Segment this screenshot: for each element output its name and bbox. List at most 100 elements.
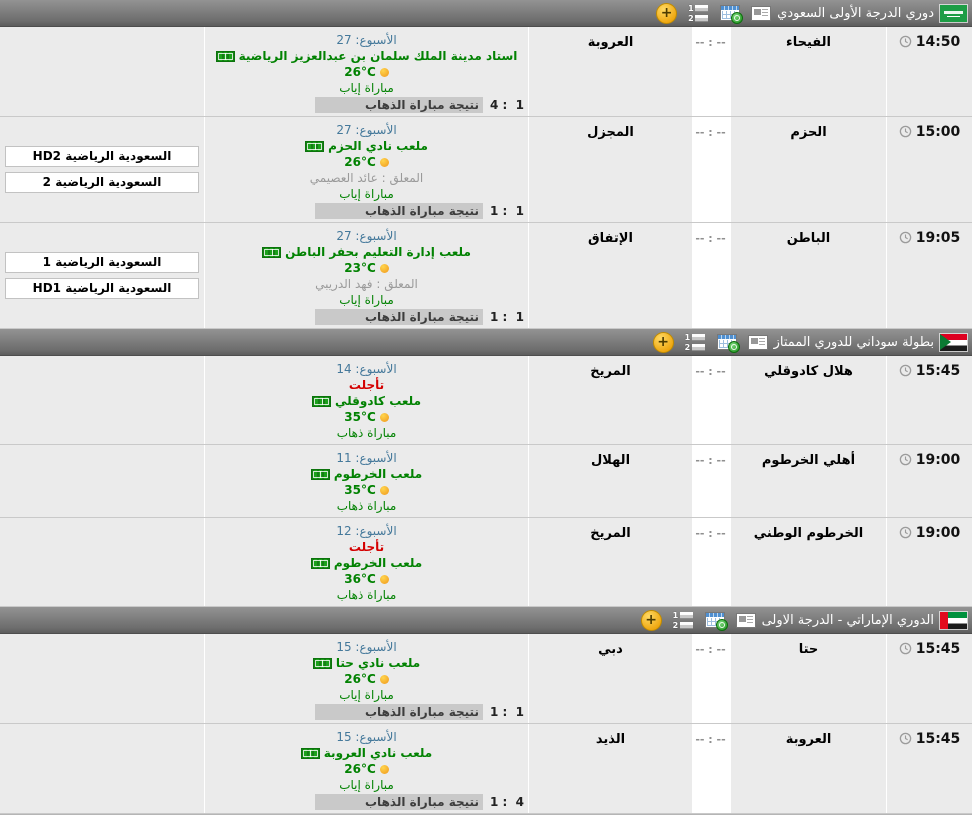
week-label: الأسبوع: 15 [336, 730, 397, 744]
away-team: الهلال [528, 445, 692, 517]
first-leg-result-label: نتيجة مباراة الذهاب [314, 97, 483, 113]
stadium-name: ملعب كادوقلي [335, 394, 421, 408]
first-leg-result-label: نتيجة مباراة الذهاب [314, 704, 483, 720]
away-team: الذيد [528, 724, 692, 813]
clock-icon [899, 125, 912, 142]
kickoff-time-cell: 14:50 [886, 27, 972, 116]
list-number: 1 [688, 3, 694, 13]
temperature-value: 26°C [344, 155, 376, 169]
commentator: المعلق : فهد الدريبي [315, 277, 418, 291]
live-score: -- : -- [692, 724, 730, 813]
first-leg-result-line: نتيجة مباراة الذهاب 1 : 1 [205, 202, 528, 219]
stadium-line: ملعب نادي العروبة [205, 745, 528, 761]
kickoff-time: 15:45 [915, 363, 961, 379]
add-button[interactable]: + [652, 331, 674, 353]
tv-channels-cell [0, 634, 204, 723]
list-row: 1 [673, 611, 694, 619]
week-label: الأسبوع: 27 [336, 33, 397, 47]
list-row: 2 [685, 343, 706, 351]
tv-channels-cell: السعودية الرياضية 1 السعودية الرياضية HD1 [0, 223, 204, 328]
calendar-clock-icon[interactable] [716, 334, 740, 353]
header-toolbar: +1 2 [650, 331, 768, 353]
league-title: بطولة سوداني للدوري الممتاز [773, 334, 934, 350]
list-bar [695, 5, 709, 11]
stadium-line: ملعب إدارة التعليم بحفر الباطن [205, 244, 528, 260]
live-score: -- : -- [692, 634, 730, 723]
league-title: الدوري الإماراتي - الدرجة الاولى [761, 612, 934, 628]
add-button[interactable]: + [640, 609, 662, 631]
stadium-line: ملعب نادي حتا [205, 655, 528, 671]
list-bar [679, 612, 693, 618]
first-leg-result-label: نتيجة مباراة الذهاب [314, 309, 483, 325]
temperature-line: 26°C [205, 671, 528, 687]
clock-icon [899, 35, 912, 52]
live-score: -- : -- [692, 356, 730, 444]
first-leg-result-line: نتيجة مباراة الذهاب 1 : 1 [205, 308, 528, 325]
temperature-value: 26°C [344, 65, 376, 79]
week-label: الأسبوع: 27 [336, 123, 397, 137]
match-details: الأسبوع: 27 استاد مدينة الملك سلمان بن عب… [204, 27, 528, 116]
week-label: الأسبوع: 14 [336, 362, 397, 376]
live-score: -- : -- [692, 27, 730, 116]
sun-icon [379, 263, 389, 273]
list-bar [679, 622, 693, 628]
stadium-name: ملعب نادي العروبة [323, 746, 433, 760]
news-table-icon[interactable] [747, 334, 768, 350]
temperature-value: 36°C [344, 572, 376, 586]
tv-channels-cell [0, 445, 204, 517]
match-details: الأسبوع: 11 ملعب الخرطوم 35°C مباراة ذهاب [204, 445, 528, 517]
league-header: دوري الدرجة الأولى السعودي +1 2 [0, 0, 972, 27]
live-score: -- : -- [692, 223, 730, 328]
first-leg-result-score: 1 : 4 [489, 795, 524, 809]
news-table-icon[interactable] [751, 5, 772, 21]
calendar-clock-icon[interactable] [720, 5, 744, 24]
week-label: الأسبوع: 15 [336, 640, 397, 654]
away-team: المجزل [528, 117, 692, 222]
match-details: الأسبوع: 12 تأجلت ملعب الخرطوم 36°C مباراة ذ… [204, 518, 528, 606]
match-details: الأسبوع: 27 ملعب نادي الحزم 26°C المعلق : ع… [204, 117, 528, 222]
first-leg-result-line: نتيجة مباراة الذهاب 4 : 1 [205, 96, 528, 113]
home-team: الفيحاء [730, 27, 886, 116]
match-row: 19:05 الباطن -- : -- الإتفاق الأسبوع: 27 ملعب… [0, 223, 972, 329]
tv-channel: السعودية الرياضية 1 [5, 252, 199, 273]
list-number: 2 [672, 620, 679, 630]
clock-icon [899, 364, 912, 381]
clock-badge-icon [715, 619, 728, 631]
list-number: 2 [688, 13, 694, 23]
away-team: المريخ [528, 356, 692, 444]
match-leg-type: مباراة إياب [339, 778, 394, 792]
stadium-line: ملعب كادوقلي [205, 393, 528, 409]
temperature-line: 26°C [205, 761, 528, 777]
live-score: -- : -- [692, 445, 730, 517]
football-pitch-icon [262, 246, 282, 258]
first-leg-result-score: 1 : 1 [489, 705, 524, 719]
sun-icon [379, 485, 389, 495]
postponed-badge: تأجلت [348, 378, 385, 392]
tv-channels-cell [0, 27, 204, 116]
list-row: 1 [688, 3, 709, 13]
home-team: الباطن [730, 223, 886, 328]
kickoff-time-cell: 15:45 [886, 356, 972, 444]
week-label: الأسبوع: 12 [336, 524, 397, 538]
news-table-icon[interactable] [735, 612, 756, 628]
stadium-name: ملعب الخرطوم [333, 556, 423, 570]
temperature-value: 23°C [344, 261, 376, 275]
first-leg-result-label: نتيجة مباراة الذهاب [314, 794, 483, 810]
match-row: 19:00 الخرطوم الوطني -- : -- المريخ الأسبوع:… [0, 518, 972, 607]
temperature-line: 23°C [205, 260, 528, 276]
match-leg-type: مباراة ذهاب [336, 426, 397, 440]
first-leg-result-line: نتيجة مباراة الذهاب 1 : 4 [205, 793, 528, 810]
match-leg-type: مباراة إياب [339, 187, 394, 201]
football-pitch-icon [312, 657, 332, 669]
kickoff-time: 19:05 [915, 230, 961, 246]
week-label: الأسبوع: 27 [336, 229, 397, 243]
temperature-line: 26°C [205, 64, 528, 80]
match-row: 15:45 العروبة -- : -- الذيد الأسبوع: 15 ملعب … [0, 724, 972, 814]
add-button[interactable]: + [656, 2, 678, 24]
clock-icon [899, 642, 912, 659]
temperature-value: 26°C [344, 672, 376, 686]
calendar-clock-icon[interactable] [704, 612, 728, 631]
